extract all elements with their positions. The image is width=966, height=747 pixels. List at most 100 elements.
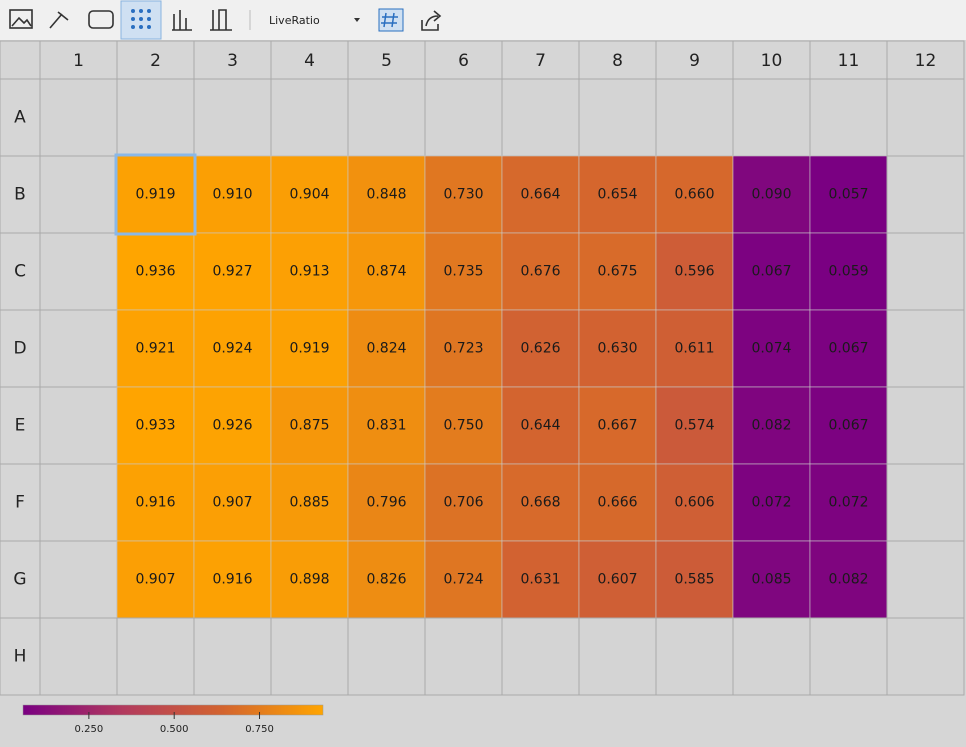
well-value: 0.919 <box>289 341 329 357</box>
well <box>732 540 811 619</box>
well-value: 0.596 <box>674 264 714 280</box>
empty-well <box>655 78 734 157</box>
well-value: 0.910 <box>212 187 252 203</box>
well-value: 0.664 <box>520 187 560 203</box>
row-label: C <box>14 262 26 282</box>
well <box>578 155 657 234</box>
well <box>270 463 349 542</box>
well <box>193 155 272 234</box>
column-label: 1 <box>73 51 84 71</box>
well-value: 0.796 <box>366 495 406 511</box>
well-value: 0.831 <box>366 418 406 434</box>
well-value: 0.611 <box>674 341 714 357</box>
colorbar-tick-label: 0.500 <box>160 724 189 735</box>
empty-well <box>424 617 503 696</box>
well <box>270 386 349 465</box>
well <box>655 309 734 388</box>
well <box>655 155 734 234</box>
empty-well <box>886 617 965 696</box>
well-value: 0.706 <box>443 495 483 511</box>
empty-well <box>193 78 272 157</box>
bar-view-button[interactable] <box>172 10 192 31</box>
well-value: 0.916 <box>212 572 252 588</box>
colorbar-tick-label: 0.750 <box>245 724 274 735</box>
well-value: 0.082 <box>751 418 791 434</box>
well <box>347 540 426 619</box>
well-value: 0.848 <box>366 187 406 203</box>
well-value: 0.724 <box>443 572 483 588</box>
column-label: 8 <box>612 51 623 71</box>
empty-well <box>886 386 965 465</box>
well-value: 0.824 <box>366 341 406 357</box>
well-value: 0.913 <box>289 264 329 280</box>
export-button[interactable] <box>421 10 442 31</box>
well <box>809 463 888 542</box>
well-value: 0.874 <box>366 264 406 280</box>
empty-well <box>347 78 426 157</box>
empty-well <box>270 78 349 157</box>
corner <box>0 40 41 80</box>
well <box>732 386 811 465</box>
column-header <box>732 40 811 80</box>
hash-icon <box>381 12 398 28</box>
well <box>193 463 272 542</box>
empty-well <box>39 463 118 542</box>
well-value: 0.072 <box>751 495 791 511</box>
well <box>193 386 272 465</box>
well-value: 0.926 <box>212 418 252 434</box>
well-value: 0.085 <box>751 572 791 588</box>
well <box>424 386 503 465</box>
pipette-button[interactable] <box>49 11 69 29</box>
well <box>501 232 580 311</box>
row-label: D <box>13 339 26 359</box>
grid-toggle-button[interactable] <box>378 8 404 32</box>
empty-well <box>809 617 888 696</box>
row-header <box>0 617 41 696</box>
column-label: 10 <box>761 51 783 71</box>
empty-well <box>732 617 811 696</box>
empty-well <box>347 617 426 696</box>
dropdown-arrow[interactable] <box>354 18 360 22</box>
well-value: 0.924 <box>212 341 252 357</box>
dropdown-label[interactable]: LiveRatio <box>269 14 320 27</box>
well-value: 0.898 <box>289 572 329 588</box>
well-value: 0.607 <box>597 572 637 588</box>
colorbar-tick-label: 0.250 <box>75 724 104 735</box>
empty-well <box>886 463 965 542</box>
well-value: 0.907 <box>135 572 175 588</box>
empty-well <box>809 78 888 157</box>
well-value: 0.072 <box>828 495 868 511</box>
well <box>347 232 426 311</box>
well-value: 0.668 <box>520 495 560 511</box>
column-header <box>116 40 195 80</box>
well <box>116 540 195 619</box>
well-value: 0.606 <box>674 495 714 511</box>
well-value: 0.067 <box>828 341 868 357</box>
well <box>501 463 580 542</box>
empty-well <box>501 617 580 696</box>
empty-well <box>732 78 811 157</box>
row-label: G <box>13 570 26 590</box>
plate-button[interactable] <box>88 10 114 29</box>
well <box>732 232 811 311</box>
well-value: 0.074 <box>751 341 791 357</box>
well-value: 0.675 <box>597 264 637 280</box>
well <box>809 540 888 619</box>
well <box>270 232 349 311</box>
well <box>732 309 811 388</box>
empty-well <box>424 78 503 157</box>
well-value: 0.574 <box>674 418 714 434</box>
image-button[interactable] <box>9 9 33 29</box>
well-value: 0.660 <box>674 187 714 203</box>
empty-well <box>886 78 965 157</box>
empty-well <box>501 78 580 157</box>
dots-icon <box>131 9 151 29</box>
column-header <box>578 40 657 80</box>
well <box>116 386 195 465</box>
column-header <box>270 40 349 80</box>
empty-well <box>39 155 118 234</box>
stack-view-button[interactable] <box>210 9 232 31</box>
column-header <box>886 40 965 80</box>
column-label: 11 <box>838 51 860 71</box>
row-label: H <box>14 647 27 667</box>
